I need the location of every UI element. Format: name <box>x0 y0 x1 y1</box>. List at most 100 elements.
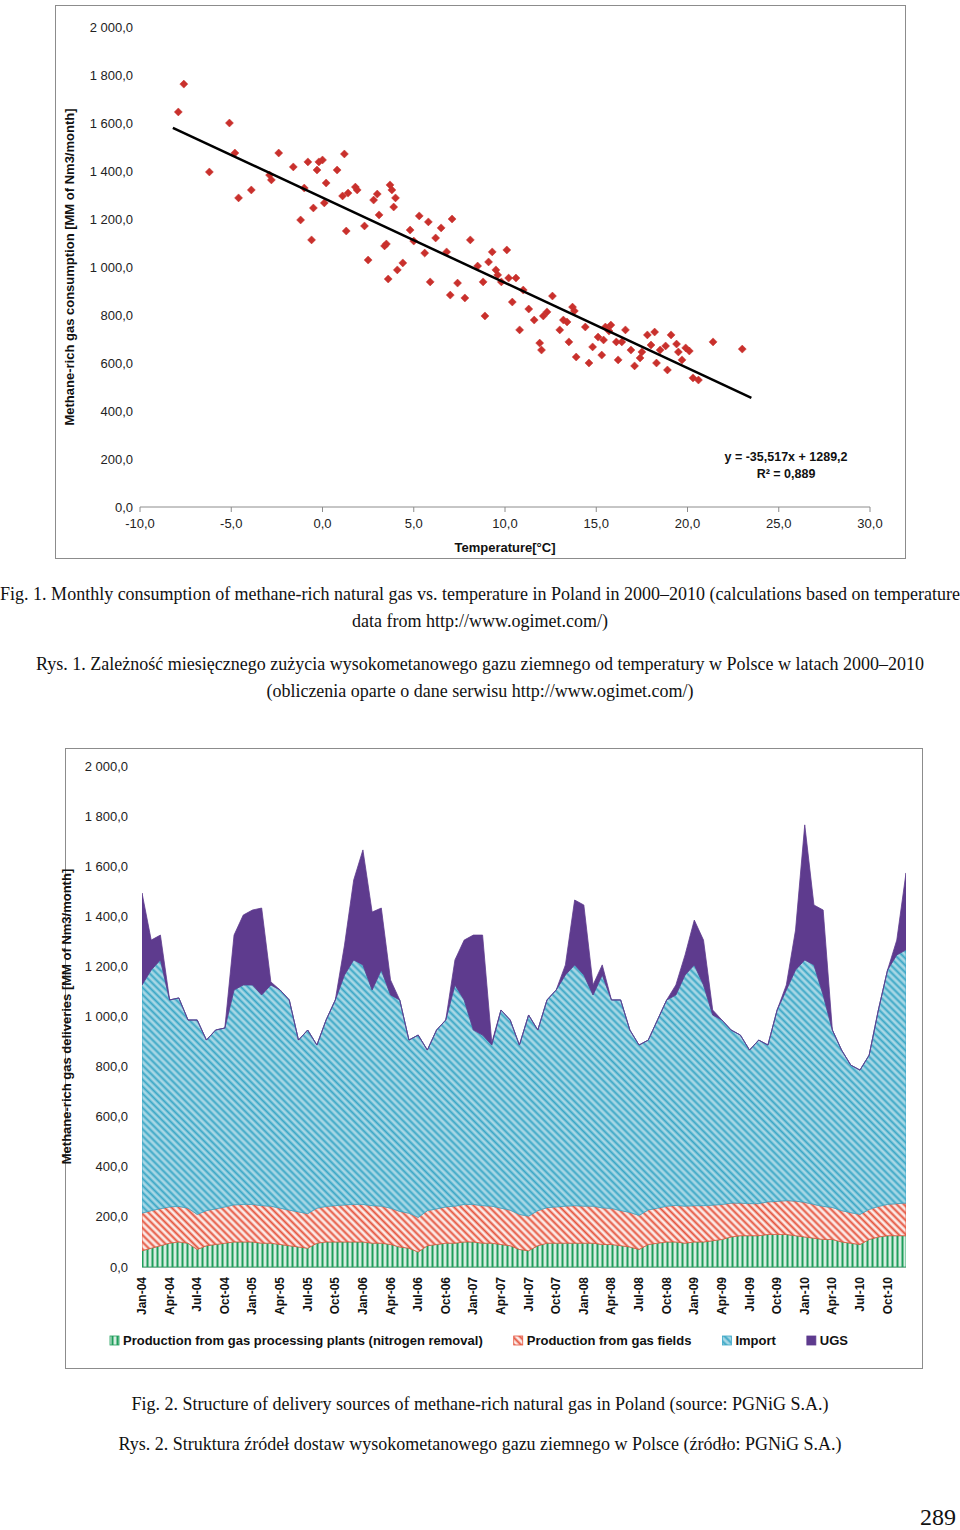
scatter-point <box>340 150 348 158</box>
x-tick-label: -5,0 <box>220 516 242 531</box>
scatter-point <box>308 236 316 244</box>
y-tick-label: 1 600,0 <box>85 859 128 874</box>
y-tick-label: 1 200,0 <box>85 959 128 974</box>
y-axis-title: Methane-rich gas consumption [MM of Nm3/… <box>62 108 77 425</box>
x-tick-label: Oct-10 <box>881 1277 895 1315</box>
legend-label: Production from gas fields <box>527 1333 692 1348</box>
legend-swatch <box>807 1336 816 1345</box>
x-tick <box>140 507 141 512</box>
x-tick-label: Apr-10 <box>825 1277 839 1315</box>
scatter-point <box>607 321 615 329</box>
scatter-point <box>406 226 414 234</box>
scatter-point <box>344 189 352 197</box>
scatter-point <box>565 338 573 346</box>
scatter-point <box>685 347 693 355</box>
page-svg: 0,0200,0400,0600,0800,01 000,01 200,01 4… <box>0 0 960 1530</box>
x-tick-label: Jan-06 <box>356 1277 370 1315</box>
scatter-point <box>421 249 429 257</box>
x-tick-label: Oct-06 <box>439 1277 453 1315</box>
y-tick-label: 0,0 <box>115 500 133 515</box>
scatter-point <box>563 318 571 326</box>
x-tick-label: 20,0 <box>675 516 700 531</box>
y-tick-label: 1 800,0 <box>90 68 133 83</box>
scatter-point <box>673 340 681 348</box>
scatter-point <box>481 312 489 320</box>
plot-data <box>173 80 752 398</box>
scatter-point <box>572 353 580 361</box>
scatter-point <box>388 186 396 194</box>
chart-frame <box>66 749 923 1369</box>
x-tick <box>231 507 232 512</box>
x-tick-label: 0,0 <box>313 516 331 531</box>
scatter-point <box>678 356 686 364</box>
scatter-point <box>309 204 317 212</box>
scatter-point <box>466 236 474 244</box>
scatter-point <box>342 227 350 235</box>
scatter-point <box>448 215 456 223</box>
scatter-point <box>643 331 651 339</box>
scatter-point <box>589 343 597 351</box>
scatter-point <box>225 119 233 127</box>
x-tick-label: Jan-09 <box>687 1277 701 1315</box>
x-tick-label: Jan-05 <box>245 1277 259 1315</box>
legend-swatch <box>110 1336 119 1345</box>
scatter-point <box>614 356 622 364</box>
scatter-point <box>247 186 255 194</box>
scatter-point <box>384 275 392 283</box>
scatter-point <box>313 166 321 174</box>
x-tick-label: Oct-09 <box>770 1277 784 1315</box>
y-tick-label: 400,0 <box>100 404 133 419</box>
caption: Rys. 2. Struktura źródeł dostaw wysokome… <box>0 1431 960 1458</box>
scatter-point <box>479 278 487 286</box>
scatter-point <box>364 256 372 264</box>
x-axis-title: Temperature[°C] <box>454 540 555 555</box>
y-axis-title: Methane-rich gas deliveries [MM of Nm3/m… <box>59 869 74 1164</box>
scatter-point <box>512 274 520 282</box>
x-tick-label: Oct-05 <box>328 1277 342 1315</box>
x-tick-label: Oct-08 <box>660 1277 674 1315</box>
x-tick <box>687 507 688 512</box>
legend-swatch <box>722 1336 731 1345</box>
x-tick <box>778 507 779 512</box>
scatter-point <box>651 328 659 336</box>
annotation: y = -35,517x + 1289,2 <box>724 450 847 464</box>
scatter-point <box>322 179 330 187</box>
x-tick-label: Jul-06 <box>411 1277 425 1312</box>
scatter-point <box>536 339 544 347</box>
y-tick-label: 2 000,0 <box>90 20 133 35</box>
scatter-point <box>393 266 401 274</box>
scatter-point <box>543 308 551 316</box>
y-tick-label: 1 000,0 <box>85 1009 128 1024</box>
scatter-point <box>647 341 655 349</box>
scatter-point <box>631 362 639 370</box>
y-tick-label: 200,0 <box>100 452 133 467</box>
scatter-point <box>437 224 445 232</box>
page: 0,0200,0400,0600,0800,01 000,01 200,01 4… <box>0 0 960 1530</box>
y-tick-label: 600,0 <box>95 1109 128 1124</box>
scatter-point <box>488 248 496 256</box>
scatter-point <box>600 336 608 344</box>
scatter-point <box>627 346 635 354</box>
legend-label: Import <box>735 1333 776 1348</box>
x-tick-label: Jul-08 <box>632 1277 646 1312</box>
scatter-point <box>694 376 702 384</box>
annotation: R² = 0,889 <box>757 467 816 481</box>
chart: 0,0200,0400,0600,0800,01 000,01 200,01 4… <box>59 749 923 1369</box>
scatter-point <box>304 158 312 166</box>
x-tick <box>413 507 414 512</box>
x-tick-label: Apr-08 <box>604 1277 618 1315</box>
page-number: 289 <box>920 1503 956 1530</box>
area-series <box>142 825 906 1070</box>
x-tick <box>870 507 871 512</box>
y-tick-label: 200,0 <box>95 1209 128 1224</box>
chart-frame <box>56 6 906 559</box>
y-tick-label: 1 200,0 <box>90 212 133 227</box>
x-tick-label: 30,0 <box>857 516 882 531</box>
scatter-point <box>503 246 511 254</box>
scatter-point <box>360 222 368 230</box>
scatter-point <box>508 298 516 306</box>
x-tick-label: 5,0 <box>405 516 423 531</box>
x-tick-label: Jan-07 <box>466 1277 480 1315</box>
caption: Rys. 1. Zależność miesięcznego zużycia w… <box>0 651 960 705</box>
scatter-point <box>446 291 454 299</box>
